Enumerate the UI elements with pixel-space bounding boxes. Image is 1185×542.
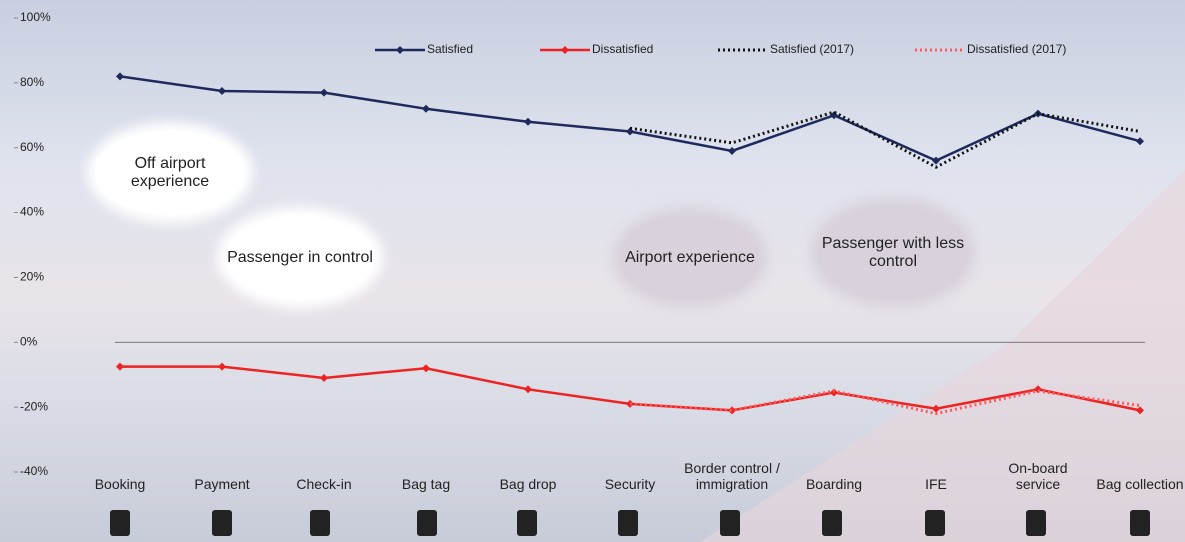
marker: [116, 72, 124, 80]
x-tick-label: Payment: [174, 476, 270, 492]
marker: [218, 363, 226, 371]
marker: [932, 157, 940, 165]
x-tick-label: Bag tag: [378, 476, 474, 492]
y-tick-label: 40%: [20, 205, 44, 219]
marker: [320, 374, 328, 382]
legend-marker: [396, 46, 404, 54]
annotation: Passenger with less control: [818, 205, 968, 300]
y-tick-label: 60%: [20, 140, 44, 154]
marker: [728, 406, 736, 414]
icon: [517, 510, 537, 536]
x-tick-label: Booking: [72, 476, 168, 492]
annotation: Off airport experience: [95, 130, 245, 215]
x-tick-label: Check-in: [276, 476, 372, 492]
marker: [116, 363, 124, 371]
marker: [728, 147, 736, 155]
icon: [720, 510, 740, 536]
legend-label: Dissatisfied (2017): [967, 42, 1066, 56]
x-tick-label: Border control / immigration: [684, 460, 780, 492]
series-line: [120, 76, 1140, 160]
legend-label: Dissatisfied: [592, 42, 653, 56]
marker: [218, 87, 226, 95]
x-tick-label: Security: [582, 476, 678, 492]
icon: [310, 510, 330, 536]
icon: [618, 510, 638, 536]
marker: [524, 385, 532, 393]
y-tick-label: 80%: [20, 75, 44, 89]
icon: [1026, 510, 1046, 536]
marker: [320, 89, 328, 97]
annotation: Passenger in control: [225, 215, 375, 300]
marker: [524, 118, 532, 126]
legend-label: Satisfied (2017): [770, 42, 854, 56]
icon: [1130, 510, 1150, 536]
page: -40% -20% 0% 20% 40% 60% 80% 100% Satisfied Dissa…: [0, 0, 1185, 542]
y-tick-label: -40%: [20, 464, 48, 478]
legend-marker: [561, 46, 569, 54]
y-tick-label: -20%: [20, 399, 48, 413]
x-tick-label: Bag drop: [480, 476, 576, 492]
icon: [417, 510, 437, 536]
icon: [925, 510, 945, 536]
marker: [1136, 137, 1144, 145]
x-tick-label: Bag collection: [1092, 476, 1185, 492]
marker: [422, 105, 430, 113]
y-tick-label: 100%: [20, 10, 51, 24]
annotation: Airport experience: [620, 215, 760, 300]
legend-label: Satisfied: [427, 42, 473, 56]
x-tick-label: IFE: [888, 476, 984, 492]
y-tick-label: 0%: [20, 334, 38, 348]
x-tick-label: Boarding: [786, 476, 882, 492]
y-tick-label: 20%: [20, 270, 44, 284]
icon: [212, 510, 232, 536]
x-tick-label: On-board service: [990, 460, 1086, 492]
marker: [422, 364, 430, 372]
icon: [110, 510, 130, 536]
icon: [822, 510, 842, 536]
